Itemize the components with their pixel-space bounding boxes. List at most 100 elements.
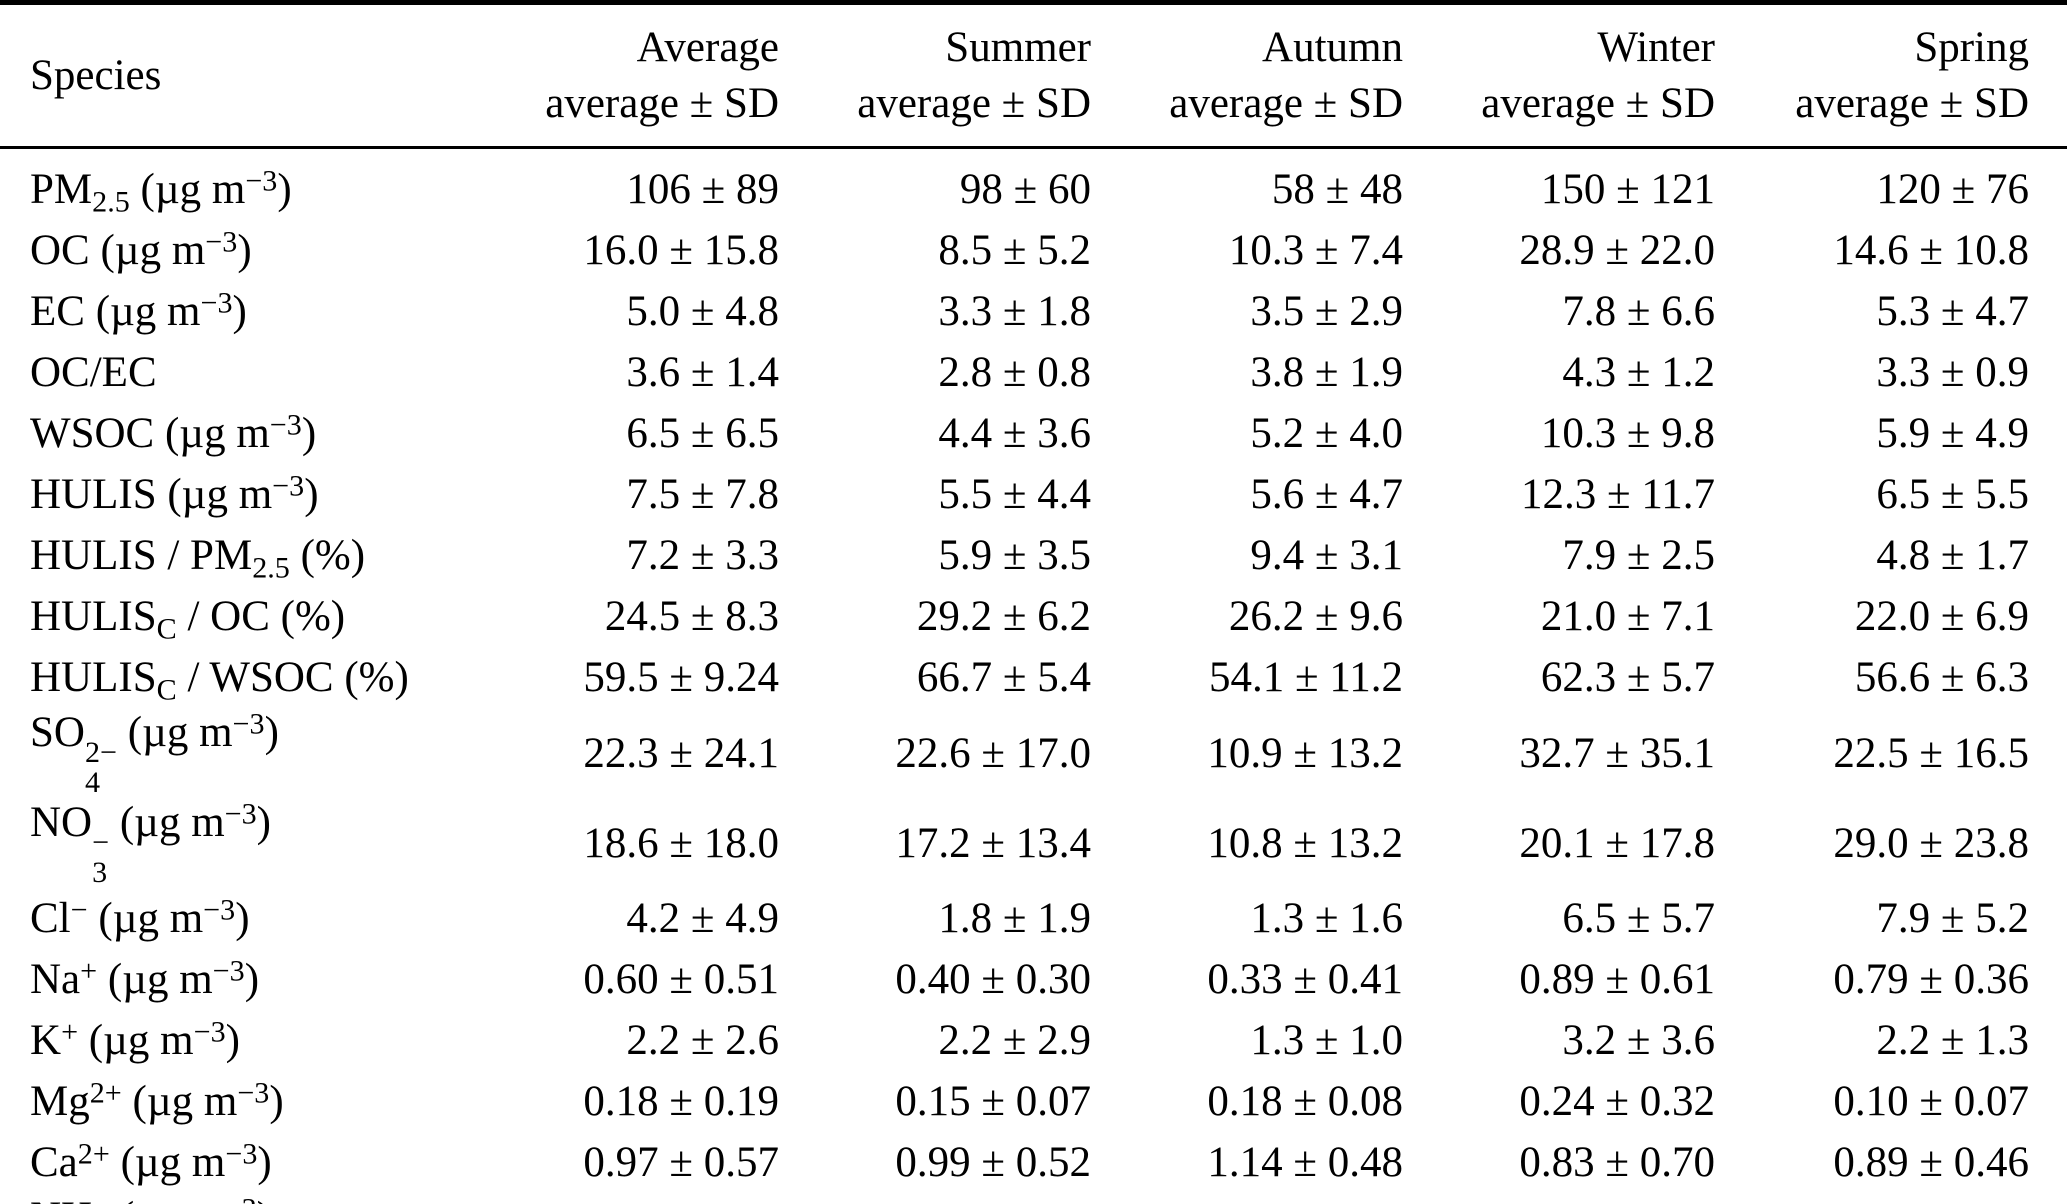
- value-cell: 14.1 ± 13.0: [505, 1193, 817, 1204]
- value-cell: 19.1 ± 16.9: [1441, 1193, 1753, 1204]
- table-row: EC (µg m−3) 5.0 ± 4.8 3.3 ± 1.8 3.5 ± 2.9 7.…: [0, 281, 2067, 342]
- table-header: Species Average average ± SD Summer aver…: [0, 2, 2067, 149]
- value-cell: 21.0 ± 7.1: [1540, 593, 1715, 640]
- value-cell: 0.18 ± 0.08: [1207, 1078, 1403, 1126]
- column-header-winter: Winter average ± SD: [1441, 2, 1753, 149]
- column-header-average: Average average ± SD: [505, 2, 817, 149]
- table-row: Mg2+ (µg m−3) 0.18 ± 0.19 0.15 ± 0.07 0.18 …: [0, 1071, 2067, 1132]
- value-cell: 10.8 ± 13.2: [1207, 819, 1403, 867]
- value-cell: 0.60 ± 0.51: [583, 956, 779, 1004]
- column-header-spring-sub: average ± SD: [1795, 79, 2029, 127]
- value-cell: 4.2 ± 4.9: [626, 895, 779, 943]
- value-cell: 6.5 ± 5.5: [1876, 471, 2029, 518]
- value-cell: 14.6 ± 10.8: [1833, 227, 2029, 274]
- species-cell: Na+ (µg m−3): [30, 953, 260, 1004]
- species-cell: OC (µg m−3): [30, 224, 252, 274]
- species-cell: K+ (µg m−3): [30, 1014, 240, 1065]
- table-row: HULISC / WSOC (%) 59.5 ± 9.24 66.7 ± 5.4 54…: [0, 647, 2067, 708]
- value-cell: 28.9 ± 22.0: [1519, 227, 1715, 274]
- value-cell: 26.2 ± 9.6: [1228, 593, 1403, 640]
- value-cell: 22.5 ± 16.5: [1833, 729, 2029, 777]
- value-cell: 3.8 ± 1.9: [1250, 349, 1403, 396]
- species-cell: EC (µg m−3): [30, 285, 247, 335]
- value-cell: 22.0 ± 6.9: [1854, 593, 2029, 640]
- value-cell: 10.3 ± 7.4: [1228, 227, 1403, 274]
- species-cell: OC/EC: [30, 349, 157, 396]
- value-cell: 3.3 ± 1.8: [938, 288, 1091, 335]
- value-cell: 106 ± 89: [626, 166, 779, 213]
- value-cell: 0.99 ± 0.52: [895, 1139, 1091, 1187]
- value-cell: 6.5 ± 5.7: [1562, 895, 1715, 943]
- table-row: WSOC (µg m−3) 6.5 ± 6.5 4.4 ± 3.6 5.2 ± 4.0…: [0, 403, 2067, 464]
- header-row: Species Average average ± SD Summer aver…: [0, 2, 2067, 149]
- value-cell: 32.7 ± 35.1: [1519, 729, 1715, 777]
- value-cell: 120 ± 76: [1876, 166, 2029, 213]
- column-header-summer-sub: average ± SD: [857, 79, 1091, 127]
- table-row: K+ (µg m−3) 2.2 ± 2.6 2.2 ± 2.9 1.3 ± 1.0 3.…: [0, 1010, 2067, 1071]
- species-cell: SO 2− 4 (µg m−3): [30, 706, 279, 800]
- column-header-autumn: Autumn average ± SD: [1129, 2, 1441, 149]
- value-cell: 8.5 ± 5.2: [938, 227, 1091, 274]
- value-cell: 58 ± 48: [1271, 166, 1403, 213]
- value-cell: 0.15 ± 0.07: [895, 1078, 1091, 1126]
- value-cell: 0.97 ± 0.57: [583, 1139, 779, 1187]
- value-cell: 54.1 ± 11.2: [1208, 654, 1403, 701]
- value-cell: 7.2 ± 3.3: [626, 532, 779, 579]
- value-cell: 24.5 ± 8.3: [604, 593, 779, 640]
- species-cell: Cl− (µg m−3): [30, 892, 250, 943]
- value-cell: 0.89 ± 0.46: [1833, 1139, 2029, 1187]
- value-cell: 4.3 ± 1.2: [1562, 349, 1715, 396]
- value-cell: 5.6 ± 4.7: [1250, 471, 1403, 518]
- value-cell: 0.40 ± 0.30: [895, 956, 1091, 1004]
- column-header-spring: Spring average ± SD: [1753, 2, 2067, 149]
- value-cell: 22.6 ± 17.0: [895, 729, 1091, 777]
- value-cell: 1.14 ± 0.48: [1207, 1139, 1403, 1187]
- value-cell: 66.7 ± 5.4: [916, 654, 1091, 701]
- value-cell: 56.6 ± 6.3: [1854, 654, 2029, 701]
- value-cell: 29.0 ± 23.8: [1833, 819, 2029, 867]
- column-header-autumn-label: Autumn: [1262, 23, 1403, 71]
- value-cell: 3.2 ± 3.6: [1562, 1017, 1715, 1065]
- table-row: HULIS (µg m−3) 7.5 ± 7.8 5.5 ± 4.4 5.6 ± 4.…: [0, 464, 2067, 525]
- value-cell: 4.8 ± 1.7: [1876, 532, 2029, 579]
- value-cell: 5.3 ± 4.7: [1876, 288, 2029, 335]
- column-header-average-label: Average: [636, 23, 779, 71]
- value-cell: 0.79 ± 0.36: [1833, 956, 2029, 1004]
- column-header-spring-label: Spring: [1914, 23, 2029, 71]
- species-cell: NH+4 (µg m−3): [0, 1193, 505, 1204]
- value-cell: 3.5 ± 2.9: [1250, 288, 1403, 335]
- table-row: SO 2− 4 (µg m−3) 22.3 ± 24.1 22.6 ± 17.0 10.9…: [0, 708, 2067, 798]
- value-cell: 18.6 ± 18.0: [583, 819, 779, 867]
- table-row: OC (µg m−3) 16.0 ± 15.8 8.5 ± 5.2 10.3 ± 7.…: [0, 220, 2067, 281]
- column-header-summer: Summer average ± SD: [817, 2, 1129, 149]
- species-cell: HULISC / OC (%): [30, 593, 346, 646]
- value-cell: 0.18 ± 0.19: [583, 1078, 779, 1126]
- species-cell: NO −3 (µg m−3): [30, 796, 271, 890]
- table-row: HULIS / PM2.5 (%) 7.2 ± 3.3 5.9 ± 3.5 9.4 ±…: [0, 525, 2067, 586]
- value-cell: 10.3 ± 9.8: [1540, 410, 1715, 457]
- value-cell: 10.9 ± 13.2: [1207, 729, 1403, 777]
- species-cell: WSOC (µg m−3): [30, 407, 317, 457]
- value-cell: 7.9 ± 2.5: [1562, 532, 1715, 579]
- value-cell: 0.24 ± 0.32: [1519, 1078, 1715, 1126]
- value-cell: 5.2 ± 4.0: [1250, 410, 1403, 457]
- value-cell: 59.5 ± 9.24: [583, 654, 779, 701]
- value-cell: 5.9 ± 3.5: [938, 532, 1091, 579]
- value-cell: 3.3 ± 0.9: [1876, 349, 2029, 396]
- column-header-average-sub: average ± SD: [545, 79, 779, 127]
- value-cell: 22.3 ± 24.1: [583, 729, 779, 777]
- value-cell: 7.8 ± 6.6: [1562, 288, 1715, 335]
- value-cell: 2.8 ± 0.8: [938, 349, 1091, 396]
- column-header-winter-sub: average ± SD: [1481, 79, 1715, 127]
- value-cell: 17.2 ± 13.4: [895, 819, 1091, 867]
- value-cell: 4.4 ± 3.6: [938, 410, 1091, 457]
- value-cell: 5.9 ± 4.9: [1876, 410, 2029, 457]
- table-row: NH+4 (µg m−3)14.1 ± 13.013.2 ± 9.86.6 ± …: [0, 1193, 2067, 1204]
- value-cell: 0.10 ± 0.07: [1833, 1078, 2029, 1126]
- value-cell: 0.33 ± 0.41: [1207, 956, 1403, 1004]
- value-cell: 1.3 ± 1.0: [1250, 1017, 1403, 1065]
- table-row: HULISC / OC (%) 24.5 ± 8.3 29.2 ± 6.2 26.2 …: [0, 586, 2067, 647]
- value-cell: 0.89 ± 0.61: [1519, 956, 1715, 1004]
